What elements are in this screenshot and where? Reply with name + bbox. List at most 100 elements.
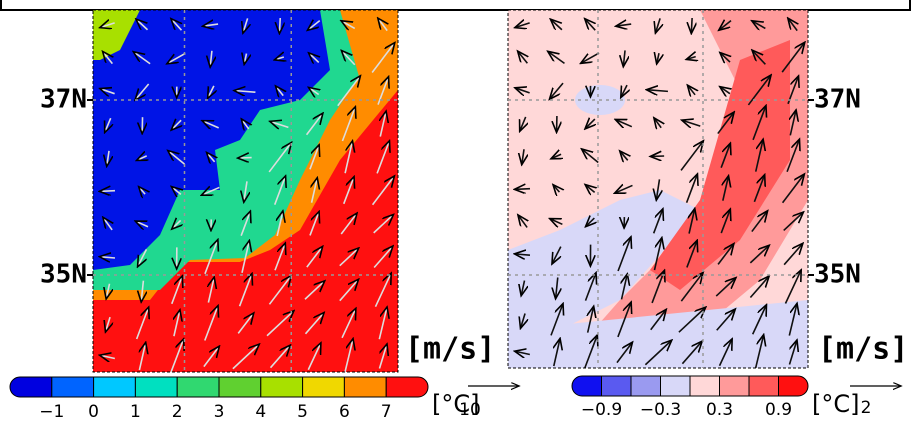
colorbar-segment — [630, 375, 661, 397]
vector — [135, 53, 151, 65]
vector — [376, 142, 389, 174]
vector — [276, 57, 284, 59]
vector — [173, 188, 181, 195]
vector — [616, 343, 632, 364]
vector — [688, 86, 695, 94]
vector — [648, 90, 669, 92]
colorbar-unit: [°C] — [432, 390, 479, 418]
vector — [586, 119, 595, 128]
vector — [268, 144, 290, 173]
vector — [521, 280, 524, 295]
vector — [680, 274, 702, 302]
wind-vectors — [101, 18, 804, 372]
vector — [788, 305, 796, 336]
vector — [169, 152, 185, 165]
vector — [305, 114, 322, 136]
vector — [136, 83, 150, 99]
vector — [242, 120, 248, 129]
vector — [721, 88, 730, 94]
vector — [101, 356, 116, 359]
vector — [786, 141, 799, 173]
vector — [554, 186, 559, 192]
vector — [203, 187, 220, 194]
colorbar-segment — [9, 376, 53, 398]
vector — [378, 346, 386, 369]
vector — [344, 340, 353, 372]
vector — [135, 309, 148, 340]
vector — [522, 149, 524, 163]
vector — [304, 314, 323, 335]
vector — [306, 248, 322, 268]
vector — [341, 108, 354, 142]
vector — [720, 211, 730, 234]
vector — [106, 316, 110, 330]
reference-label: 2 — [861, 398, 872, 418]
vector — [377, 78, 388, 105]
vector — [516, 254, 531, 255]
vector — [617, 24, 632, 26]
vector — [715, 279, 735, 297]
vector — [107, 150, 109, 165]
vector — [268, 277, 290, 305]
vector — [718, 340, 732, 367]
vector — [170, 340, 183, 372]
vector — [241, 242, 249, 273]
vector — [340, 214, 356, 235]
vector — [653, 239, 661, 271]
vector — [140, 188, 145, 194]
vector — [244, 181, 247, 200]
colorbar-segment — [601, 375, 632, 397]
colorbar-segment — [343, 376, 387, 398]
lat-label: 37N — [814, 85, 861, 115]
lat-label: 37N — [40, 85, 87, 115]
vector — [622, 275, 627, 300]
vector — [681, 342, 701, 365]
vector — [717, 245, 733, 265]
vector — [232, 345, 258, 370]
vector — [373, 216, 393, 234]
vector — [337, 77, 360, 107]
colorbar-tick-label: 1 — [130, 402, 141, 422]
vector — [520, 116, 525, 130]
vector — [549, 52, 565, 65]
vector — [623, 50, 625, 65]
vector — [343, 22, 356, 29]
vector — [310, 54, 319, 62]
vector — [516, 23, 530, 27]
vector — [617, 238, 630, 272]
colorbar-tick-label: 7 — [381, 402, 392, 422]
vector — [139, 344, 145, 371]
vector — [720, 21, 732, 30]
vector — [586, 20, 595, 31]
vector — [752, 107, 765, 141]
vector — [210, 50, 212, 66]
vector — [173, 220, 181, 228]
vector — [720, 145, 730, 168]
vector — [309, 213, 319, 236]
vector — [621, 152, 628, 160]
vector — [550, 82, 564, 98]
vector — [208, 154, 215, 162]
vector — [556, 277, 558, 297]
vector — [341, 310, 355, 339]
vector — [521, 313, 525, 327]
vector — [652, 210, 663, 234]
colorbar-tick-label: −1 — [39, 402, 64, 422]
vector — [344, 142, 352, 174]
vector — [552, 154, 561, 158]
vector — [519, 52, 528, 64]
vector — [339, 249, 358, 267]
caption-frame — [0, 0, 911, 11]
vector — [172, 20, 181, 31]
colorbar-tick-label: 3 — [214, 402, 225, 422]
vector — [790, 111, 795, 136]
vector — [723, 177, 728, 201]
vector — [237, 314, 253, 334]
vector — [516, 189, 531, 190]
vector — [240, 213, 250, 236]
vector — [269, 346, 290, 369]
colorbar-segment — [571, 375, 602, 397]
vector — [617, 303, 631, 338]
vector — [309, 21, 321, 30]
vector — [137, 222, 149, 227]
